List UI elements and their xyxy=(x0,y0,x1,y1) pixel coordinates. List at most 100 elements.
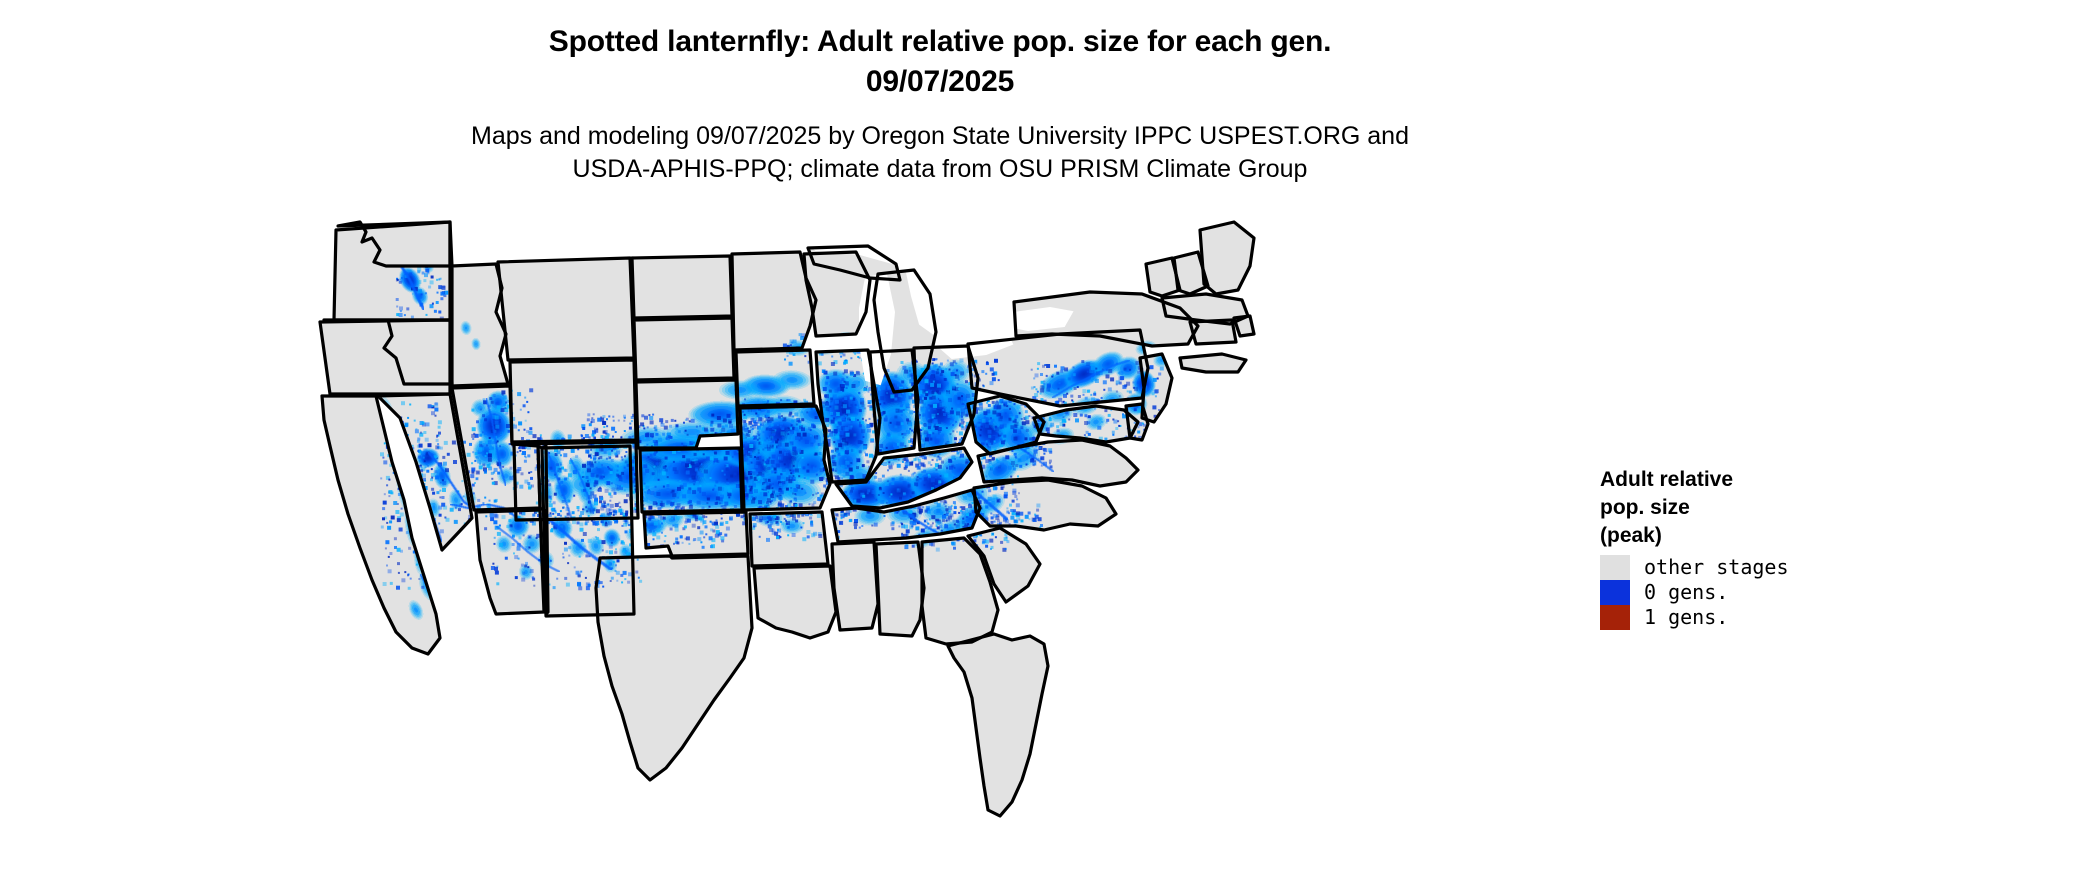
density-pixel xyxy=(626,494,629,497)
density-pixel xyxy=(616,474,619,477)
density-pixel xyxy=(989,420,991,422)
density-pixel xyxy=(755,465,758,468)
density-pixel xyxy=(787,534,789,536)
density-pixel xyxy=(691,419,695,423)
density-pixel xyxy=(972,398,974,400)
density-pixel xyxy=(919,476,921,478)
density-pixel xyxy=(487,464,491,468)
density-pixel xyxy=(1073,413,1077,417)
density-pixel xyxy=(720,501,723,504)
density-pixel xyxy=(406,531,409,534)
density-pixel xyxy=(901,523,903,525)
density-pixel xyxy=(823,387,827,391)
density-pixel xyxy=(760,492,763,495)
density-pixel xyxy=(928,409,930,411)
density-pixel xyxy=(1056,372,1059,375)
density-pixel xyxy=(563,556,565,558)
density-pixel xyxy=(935,440,939,444)
density-pixel xyxy=(417,450,419,452)
density-pixel xyxy=(951,542,954,545)
density-pixel xyxy=(937,409,941,413)
density-pixel xyxy=(675,528,679,532)
density-pixel xyxy=(1025,420,1029,424)
density-pixel xyxy=(625,513,628,516)
density-pixel xyxy=(686,461,688,463)
density-pixel xyxy=(613,561,615,563)
density-pixel xyxy=(577,506,580,509)
density-pixel xyxy=(629,423,631,425)
density-pixel xyxy=(606,433,609,436)
density-pixel xyxy=(426,470,429,473)
density-pixel xyxy=(742,411,744,413)
density-pixel xyxy=(1019,465,1022,468)
density-pixel xyxy=(443,462,447,466)
density-pixel xyxy=(924,484,926,486)
density-pixel xyxy=(935,476,937,478)
density-pixel xyxy=(518,421,522,425)
density-pixel xyxy=(991,467,994,470)
density-pixel xyxy=(696,481,699,484)
density-pixel xyxy=(837,470,841,474)
density-pixel xyxy=(793,465,795,467)
density-pixel xyxy=(804,477,806,479)
density-pixel xyxy=(1034,393,1038,397)
density-pixel xyxy=(902,436,904,438)
density-pixel xyxy=(633,447,635,449)
density-pixel xyxy=(811,520,813,522)
density-pixel xyxy=(567,500,570,503)
density-pixel xyxy=(1031,387,1034,390)
density-pixel xyxy=(933,381,935,383)
legend-title-line-2: pop. size xyxy=(1600,494,1860,522)
density-pixel xyxy=(1056,425,1059,428)
density-pixel xyxy=(796,484,799,487)
density-pixel xyxy=(930,375,934,379)
density-pixel xyxy=(410,578,412,580)
density-pixel xyxy=(495,425,499,429)
density-pixel xyxy=(887,410,889,412)
density-pixel xyxy=(431,468,433,470)
density-pixel xyxy=(948,415,951,418)
density-pixel xyxy=(430,280,434,284)
density-pixel xyxy=(695,461,699,465)
density-pixel xyxy=(493,520,497,524)
density-pixel xyxy=(1039,447,1041,449)
density-pixel xyxy=(386,565,388,567)
density-pixel xyxy=(393,501,397,505)
density-pixel xyxy=(939,403,943,407)
density-pixel xyxy=(421,451,425,455)
density-pixel xyxy=(785,443,789,447)
density-pixel xyxy=(705,533,707,535)
density-pixel xyxy=(388,556,390,558)
density-pixel xyxy=(797,515,800,518)
density-pixel xyxy=(809,517,812,520)
density-pixel xyxy=(389,552,392,555)
density-pixel xyxy=(643,427,645,429)
density-pixel xyxy=(845,359,847,361)
density-pixel xyxy=(597,521,599,523)
density-pixel xyxy=(1108,369,1112,373)
density-pixel xyxy=(885,482,889,486)
density-pixel xyxy=(771,460,775,464)
density-pixel xyxy=(556,463,559,466)
density-pixel xyxy=(883,462,887,466)
density-pixel xyxy=(1009,418,1012,421)
density-pixel xyxy=(1119,395,1121,397)
density-pixel xyxy=(428,286,431,289)
density-pixel xyxy=(779,483,782,486)
density-pixel xyxy=(1101,397,1103,399)
density-pixel xyxy=(1078,395,1081,398)
density-pixel xyxy=(1043,448,1047,452)
density-pixel xyxy=(404,314,406,316)
density-pixel xyxy=(422,474,426,478)
density-pixel xyxy=(840,431,844,435)
density-pixel xyxy=(512,543,515,546)
density-pixel xyxy=(817,492,819,494)
density-pixel xyxy=(730,475,733,478)
density-pixel xyxy=(919,402,921,404)
density-pixel xyxy=(554,510,556,512)
density-pixel xyxy=(526,430,529,433)
density-pixel xyxy=(936,459,938,461)
density-pixel xyxy=(1034,514,1036,516)
density-pixel xyxy=(851,476,854,479)
density-pixel xyxy=(396,313,399,316)
